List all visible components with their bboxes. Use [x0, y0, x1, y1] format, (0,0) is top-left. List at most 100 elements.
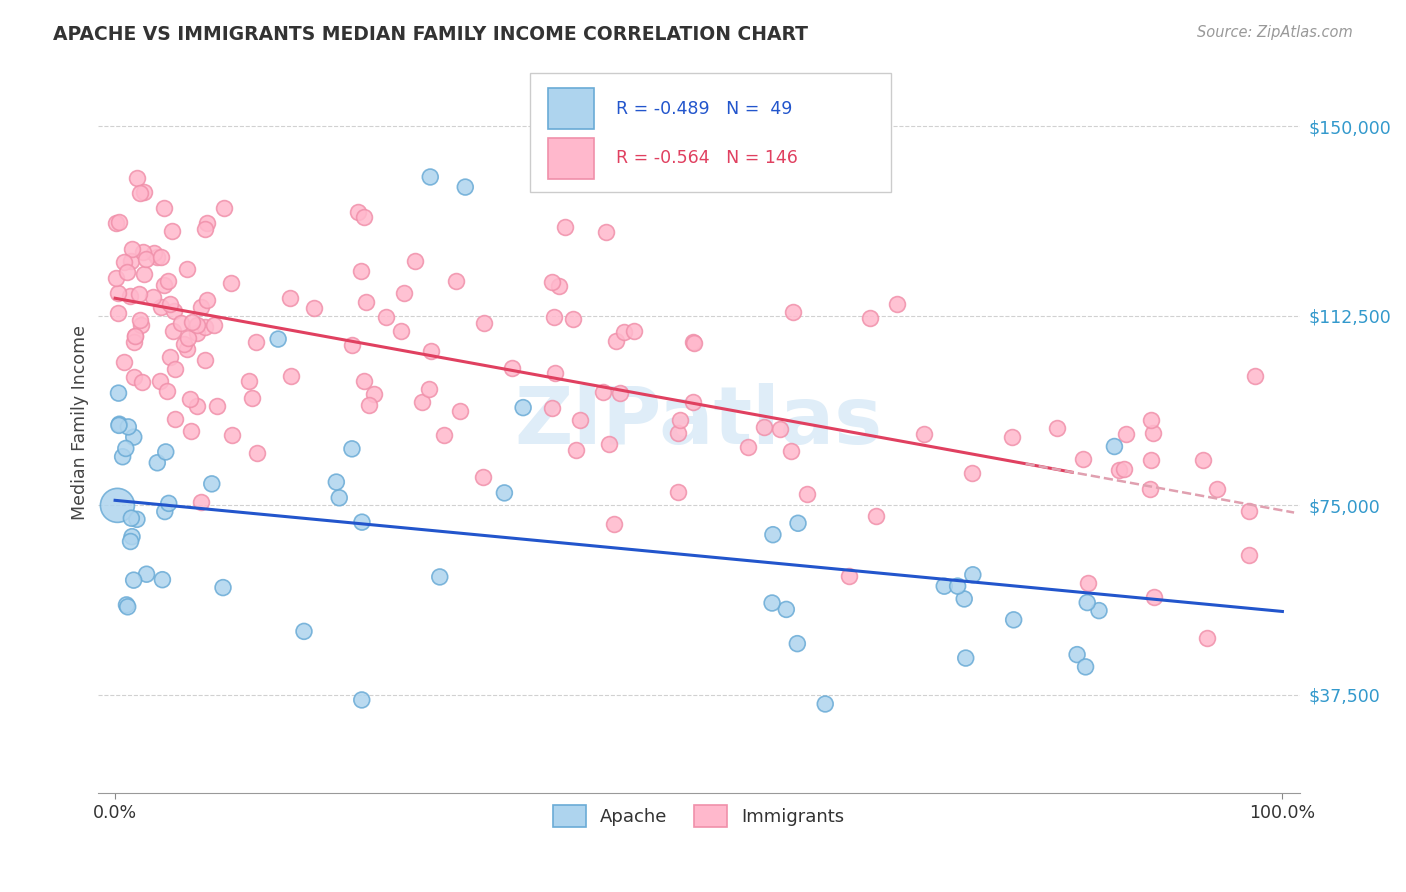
Point: [194, 353, 217, 368]
Point: [1195, 631, 1218, 645]
Point: [375, 310, 398, 324]
Point: [194, 222, 217, 236]
Point: [411, 395, 433, 409]
Point: [769, 421, 792, 435]
Bar: [548, 88, 595, 129]
Point: [131, 376, 153, 390]
Point: [349, 264, 371, 278]
Point: [176, 343, 198, 357]
Point: [474, 316, 496, 330]
Point: [142, 290, 165, 304]
Point: [162, 324, 184, 338]
Point: [946, 579, 969, 593]
Point: [212, 581, 235, 595]
Point: [603, 516, 626, 531]
Point: [962, 466, 984, 480]
Point: [353, 374, 375, 388]
Point: [669, 412, 692, 426]
Point: [207, 399, 229, 413]
Point: [190, 301, 212, 315]
Point: [280, 368, 302, 383]
Point: [1243, 368, 1265, 383]
Point: [429, 570, 451, 584]
Point: [450, 404, 472, 418]
Point: [796, 487, 818, 501]
Point: [564, 443, 586, 458]
Point: [105, 270, 128, 285]
Point: [180, 424, 202, 438]
Point: [246, 446, 269, 460]
Point: [128, 186, 150, 201]
Point: [682, 334, 704, 349]
Point: [146, 250, 169, 264]
Point: [340, 442, 363, 456]
Point: [117, 420, 139, 434]
Point: [146, 456, 169, 470]
Point: [814, 697, 837, 711]
Point: [108, 417, 131, 432]
Point: [1206, 482, 1229, 496]
Point: [1104, 440, 1126, 454]
Point: [156, 384, 179, 399]
Point: [1002, 613, 1025, 627]
Point: [328, 491, 350, 505]
Point: [111, 450, 134, 464]
Point: [122, 573, 145, 587]
Point: [221, 428, 243, 442]
Point: [1001, 430, 1024, 444]
Point: [302, 301, 325, 315]
Point: [115, 265, 138, 279]
Point: [163, 304, 186, 318]
Point: [157, 496, 180, 510]
Point: [541, 401, 564, 416]
Point: [471, 469, 494, 483]
Point: [1074, 660, 1097, 674]
Point: [107, 499, 129, 513]
Text: Source: ZipAtlas.com: Source: ZipAtlas.com: [1197, 25, 1353, 40]
Point: [780, 444, 803, 458]
Point: [1237, 548, 1260, 562]
Point: [666, 426, 689, 441]
Point: [165, 411, 187, 425]
Point: [787, 516, 810, 531]
Point: [389, 324, 412, 338]
Point: [159, 350, 181, 364]
Point: [122, 430, 145, 444]
Point: [201, 476, 224, 491]
Point: [177, 331, 200, 345]
Point: [118, 288, 141, 302]
Point: [238, 374, 260, 388]
Point: [129, 318, 152, 332]
Text: R = -0.564   N = 146: R = -0.564 N = 146: [616, 149, 797, 168]
Point: [186, 318, 208, 333]
Point: [176, 261, 198, 276]
Point: [159, 296, 181, 310]
Point: [934, 579, 956, 593]
Point: [752, 420, 775, 434]
Point: [350, 693, 373, 707]
Point: [501, 360, 523, 375]
Point: [160, 224, 183, 238]
Point: [129, 312, 152, 326]
Point: [838, 569, 860, 583]
Point: [433, 427, 456, 442]
Text: ZIPatlas: ZIPatlas: [515, 383, 883, 461]
Point: [170, 316, 193, 330]
Point: [128, 287, 150, 301]
Text: APACHE VS IMMIGRANTS MEDIAN FAMILY INCOME CORRELATION CHART: APACHE VS IMMIGRANTS MEDIAN FAMILY INCOM…: [53, 25, 808, 44]
Point: [194, 320, 217, 334]
Point: [786, 637, 808, 651]
Point: [173, 337, 195, 351]
Point: [912, 427, 935, 442]
Point: [155, 445, 177, 459]
Point: [1071, 451, 1094, 466]
Point: [886, 296, 908, 310]
Point: [605, 334, 627, 348]
Point: [124, 329, 146, 343]
FancyBboxPatch shape: [530, 73, 891, 192]
Point: [163, 361, 186, 376]
Bar: [548, 138, 595, 178]
Point: [1139, 483, 1161, 497]
Point: [152, 201, 174, 215]
Point: [1115, 426, 1137, 441]
